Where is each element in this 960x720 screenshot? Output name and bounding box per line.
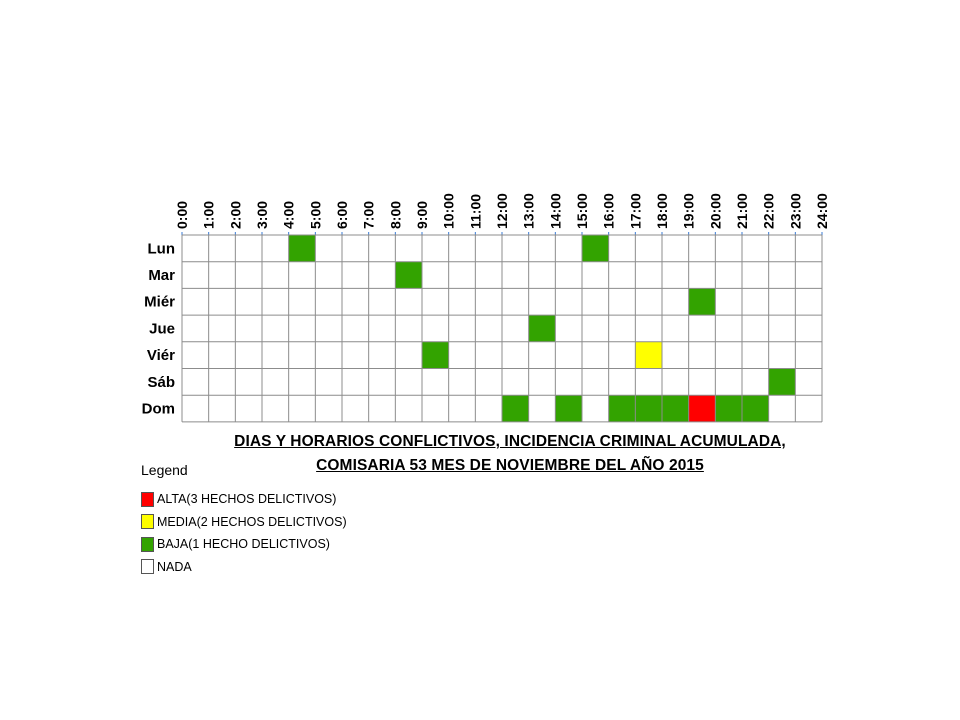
x-tick-label: 21:00 (734, 193, 750, 229)
y-row-label: Miér (144, 294, 175, 311)
legend-title: Legend (141, 462, 188, 478)
x-tick-label: 11:00 (467, 194, 483, 229)
heatmap-cells (288, 235, 796, 422)
legend-item-media: MEDIA(2 HECHOS DELICTIVOS) (141, 511, 347, 534)
heatmap-cell (528, 315, 556, 342)
heatmap-cell (555, 395, 582, 422)
x-tick-label: 0:00 (174, 201, 190, 229)
x-tick-label: 4:00 (281, 201, 297, 229)
x-tick-label: 8:00 (387, 201, 403, 229)
y-row-label: Viér (147, 347, 175, 364)
x-axis-ticks: 0:00 1:00 2:00 3:00 4:00 5:00 6:00 7:00 8:00 9:00… (174, 193, 830, 235)
legend-swatch-media (141, 514, 154, 530)
heatmap-cell (635, 395, 662, 422)
x-tick-label: 23:00 (787, 193, 803, 229)
legend-label-baja: BAJA(1 HECHO DELICTIVOS) (157, 537, 330, 552)
heatmap-cell (688, 395, 716, 422)
y-row-label: Jue (149, 320, 175, 337)
x-tick-label: 6:00 (334, 201, 350, 229)
legend-swatch-baja (141, 536, 154, 552)
x-tick-label: 3:00 (254, 201, 270, 229)
legend-item-nada: NADA (141, 556, 347, 579)
x-tick-label: 20:00 (707, 193, 723, 229)
y-row-label: Mar (148, 267, 175, 284)
heatmap-cell (582, 235, 609, 262)
x-tick-label: 22:00 (761, 193, 777, 229)
legend-label-alta: ALTA(3 HECHOS DELICTIVOS) (157, 492, 337, 507)
x-tick-label: 9:00 (414, 201, 430, 229)
legend-swatch-alta (141, 491, 154, 507)
heatmap-cell (662, 395, 689, 422)
heatmap-cell (502, 395, 529, 422)
chart-title-line-1: DIAS Y HORARIOS CONFLICTIVOS, INCIDENCIA… (234, 433, 786, 450)
grid-lines (181, 234, 823, 423)
heatmap-cell (608, 395, 636, 422)
y-axis-labels: Lun Mar Miér Jue Viér Sáb Dom (142, 240, 176, 417)
y-row-label: Lun (148, 240, 176, 257)
legend-item-alta: ALTA(3 HECHOS DELICTIVOS) (141, 488, 347, 511)
legend-swatch-nada (141, 559, 154, 575)
x-tick-label: 5:00 (307, 201, 323, 229)
heatmap-cell (635, 341, 662, 369)
heatmap-cell (742, 395, 769, 422)
x-tick-label: 19:00 (681, 193, 697, 229)
x-tick-label: 7:00 (361, 201, 377, 229)
x-tick-label: 10:00 (441, 193, 457, 229)
x-tick-label: 17:00 (627, 193, 643, 229)
chart-title-line-2: COMISARIA 53 MES DE NOVIEMBRE DEL AÑO 20… (316, 457, 704, 474)
x-tick-label: 13:00 (521, 193, 537, 229)
x-tick-label: 2:00 (227, 201, 243, 229)
heatmap-cell (768, 368, 796, 396)
x-tick-label: 18:00 (654, 193, 670, 229)
legend-label-nada: NADA (157, 559, 192, 574)
x-tick-label: 24:00 (814, 193, 830, 229)
heatmap-cell (395, 261, 422, 289)
legend: Legend ALTA(3 HECHOS DELICTIVOS) MEDIA(2… (141, 462, 347, 578)
legend-item-baja: BAJA(1 HECHO DELICTIVOS) (141, 533, 347, 556)
heatmap-cell (288, 235, 316, 262)
x-tick-label: 14:00 (547, 193, 563, 229)
heatmap-cell (715, 395, 742, 422)
y-row-label: Sáb (147, 374, 175, 391)
heatmap-cell (422, 341, 449, 369)
y-row-label: Dom (142, 401, 175, 418)
x-tick-label: 15:00 (574, 193, 590, 229)
x-tick-label: 16:00 (601, 193, 617, 229)
heatmap-cell (688, 288, 716, 316)
legend-label-media: MEDIA(2 HECHOS DELICTIVOS) (157, 514, 347, 529)
x-tick-label: 1:00 (201, 201, 217, 229)
x-tick-label: 12:00 (494, 193, 510, 229)
